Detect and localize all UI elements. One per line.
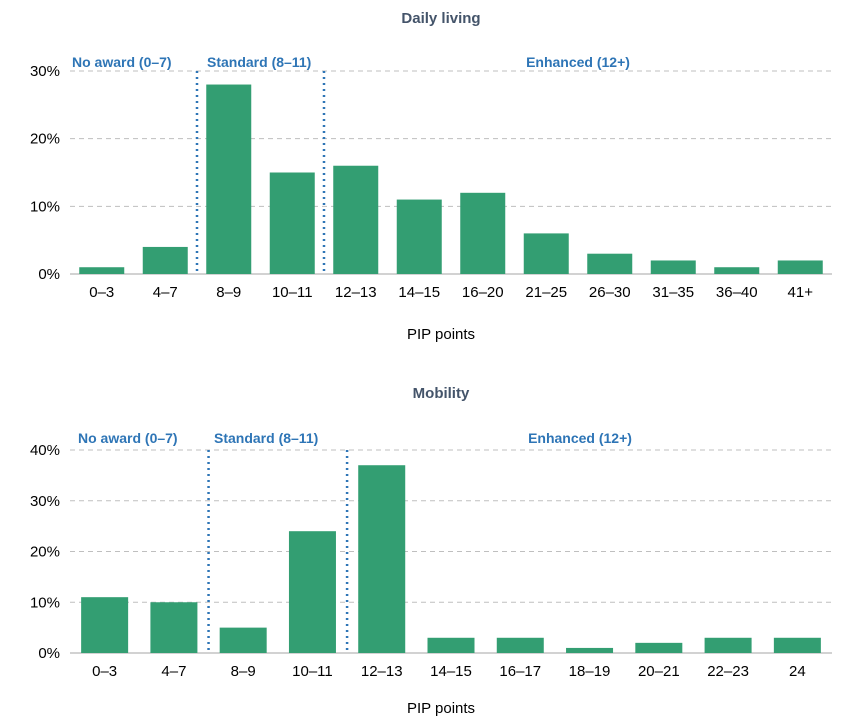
daily-living-bar — [269, 172, 315, 274]
mobility-bar — [150, 602, 198, 653]
daily-living-x-tick-label: 14–15 — [398, 284, 440, 301]
daily-living-x-tick-label: 31–35 — [652, 284, 694, 301]
daily-living-bar — [523, 233, 569, 274]
daily-living-y-tick-label: 20% — [30, 131, 60, 148]
daily-living-x-tick-label: 10–11 — [272, 284, 313, 301]
daily-living-region-enhanced: Enhanced (12+) — [526, 54, 630, 70]
daily-living-bar — [333, 165, 379, 274]
mobility-x-axis-label: PIP points — [407, 700, 475, 717]
mobility-bar — [635, 642, 683, 653]
mobility-y-tick-label: 30% — [30, 493, 60, 510]
mobility-region-enhanced: Enhanced (12+) — [528, 430, 632, 446]
daily-living-bar — [396, 199, 442, 274]
daily-living-x-tick-label: 12–13 — [335, 284, 377, 301]
daily-living-bar — [587, 253, 633, 274]
mobility-x-tick-label: 12–13 — [361, 663, 403, 680]
mobility-y-tick-label: 40% — [30, 442, 60, 459]
daily-living-x-tick-label: 0–3 — [89, 284, 114, 301]
mobility-bar — [288, 531, 336, 653]
daily-living-x-tick-label: 4–7 — [153, 284, 178, 301]
mobility-bar — [219, 627, 267, 653]
mobility-y-tick-label: 0% — [38, 645, 60, 662]
daily-living-bar — [777, 260, 823, 274]
daily-living-y-tick-label: 30% — [30, 63, 60, 80]
daily-living-bar — [79, 267, 125, 274]
mobility-bar — [81, 597, 129, 653]
daily-living-bar — [142, 246, 188, 274]
mobility-x-tick-label: 20–21 — [638, 663, 680, 680]
mobility-region-no-award: No award (0–7) — [78, 430, 178, 446]
mobility-bar — [773, 637, 821, 653]
daily-living-x-tick-label: 26–30 — [589, 284, 631, 301]
mobility-bar — [704, 637, 752, 653]
daily-living-y-tick-label: 0% — [38, 266, 60, 283]
mobility-x-tick-label: 14–15 — [430, 663, 472, 680]
daily-living-x-tick-label: 21–25 — [525, 284, 567, 301]
mobility-x-tick-label: 10–11 — [292, 663, 333, 680]
daily-living-bar — [206, 84, 252, 275]
daily-living-x-tick-label: 16–20 — [462, 284, 504, 301]
mobility-bar — [496, 637, 544, 653]
daily-living-x-tick-label: 36–40 — [716, 284, 758, 301]
mobility-y-tick-label: 10% — [30, 594, 60, 611]
daily-living-x-tick-label: 8–9 — [216, 284, 241, 301]
daily-living-x-tick-label: 41+ — [788, 284, 814, 301]
mobility-x-tick-label: 0–3 — [92, 663, 117, 680]
daily-living-bar — [650, 260, 696, 274]
daily-living-bar — [460, 192, 506, 274]
mobility-bar — [427, 637, 475, 653]
mobility-x-tick-label: 18–19 — [569, 663, 611, 680]
mobility-title: Mobility — [413, 385, 470, 402]
mobility-x-tick-label: 16–17 — [499, 663, 541, 680]
mobility-region-standard: Standard (8–11) — [214, 430, 318, 446]
mobility-panel: Mobility No award (0–7) Standard (8–11) … — [30, 385, 832, 717]
daily-living-region-standard: Standard (8–11) — [207, 54, 311, 70]
mobility-bar — [566, 647, 614, 653]
daily-living-region-no-award: No award (0–7) — [72, 54, 172, 70]
daily-living-bar — [714, 267, 760, 274]
mobility-bar — [358, 465, 406, 653]
mobility-x-tick-label: 24 — [789, 663, 806, 680]
mobility-x-tick-label: 22–23 — [707, 663, 749, 680]
mobility-y-tick-label: 20% — [30, 544, 60, 561]
daily-living-panel: Daily living No award (0–7) Standard (8–… — [30, 10, 832, 343]
daily-living-x-axis-label: PIP points — [407, 326, 475, 343]
daily-living-title: Daily living — [401, 10, 480, 27]
mobility-x-tick-label: 4–7 — [161, 663, 186, 680]
daily-living-y-tick-label: 10% — [30, 198, 60, 215]
mobility-x-tick-label: 8–9 — [231, 663, 256, 680]
